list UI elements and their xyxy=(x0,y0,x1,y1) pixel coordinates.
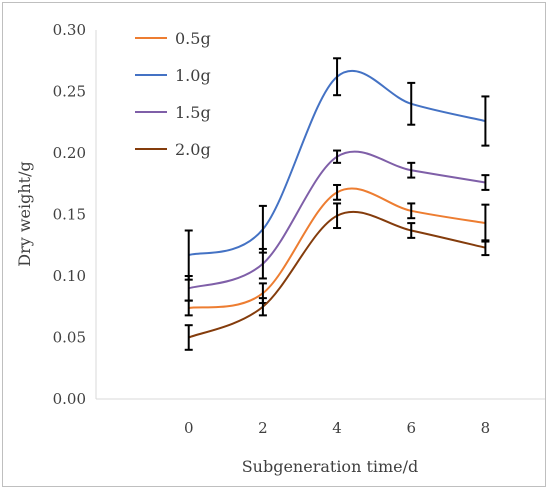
legend-label: 2.0g xyxy=(175,140,211,159)
series-1-5g xyxy=(184,149,490,302)
series-2-0g xyxy=(184,202,490,351)
x-axis-title: Subgeneration time/d xyxy=(242,457,419,476)
series-1-0g xyxy=(184,57,490,281)
x-tick-label: 8 xyxy=(481,419,491,437)
chart-frame xyxy=(2,2,546,487)
legend-label: 1.5g xyxy=(175,103,211,122)
legend-label: 0.5g xyxy=(175,29,211,48)
series-line xyxy=(188,150,486,290)
x-tick-label: 2 xyxy=(258,419,268,437)
y-axis-title: Dry weight/g xyxy=(15,161,34,267)
series-line xyxy=(188,69,486,257)
y-tick-label: 0.10 xyxy=(53,267,86,285)
series-line xyxy=(188,210,486,339)
x-tick-label: 4 xyxy=(332,419,342,437)
y-tick-label: 0.05 xyxy=(53,329,86,347)
x-tick-label: 6 xyxy=(406,419,416,437)
y-tick-label: 0.15 xyxy=(53,206,86,224)
x-tick-label: 0 xyxy=(184,419,194,437)
y-tick-label: 0.25 xyxy=(53,83,86,101)
y-tick-label: 0.20 xyxy=(53,144,86,162)
legend-label: 1.0g xyxy=(175,66,211,85)
legend: 0.5g 1.0g 1.5g 2.0g xyxy=(135,29,211,159)
series-layer xyxy=(184,57,490,351)
series-line xyxy=(188,187,486,309)
axes: 0.00 0.05 0.10 0.15 0.20 0.25 0.30 0 2 4 6 8 xyxy=(53,21,545,437)
y-tick-label: 0.30 xyxy=(53,21,86,39)
y-tick-label: 0.00 xyxy=(53,390,86,408)
